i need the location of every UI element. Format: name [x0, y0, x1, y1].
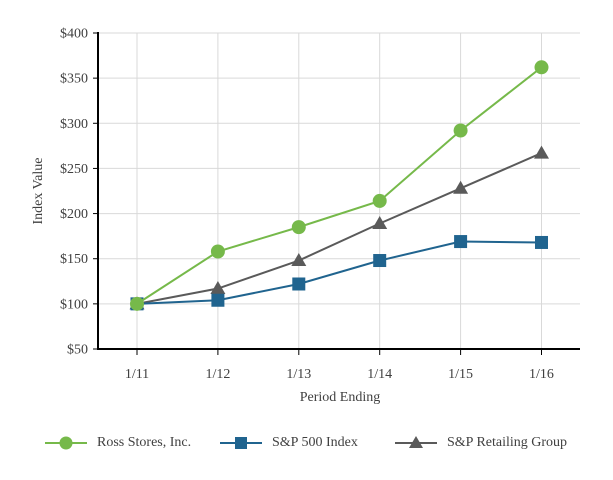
data-point-ross-stores-inc	[130, 296, 144, 311]
x-tick-label: 1/13	[286, 367, 311, 382]
series-line-s-p-500-index	[136, 240, 542, 305]
data-point-ross-stores-inc	[291, 220, 306, 235]
plot-area: $50 $100 $150 $200 $250 $300 $350 $400 1/11 1/12 1…	[60, 27, 580, 382]
legend-marker-glyph-square	[235, 437, 247, 449]
data-point-ross-stores-inc	[372, 193, 387, 208]
legend-marker-square	[220, 437, 262, 449]
series-line-ross-stores-inc	[136, 66, 543, 305]
y-tick-label: $250	[60, 162, 88, 177]
y-tick-label: $400	[60, 27, 88, 42]
x-tick-label: 1/11	[125, 367, 149, 382]
data-point-ross-stores-inc	[210, 244, 225, 259]
legend-item-ross-stores: Ross Stores, Inc.	[45, 434, 191, 452]
legend-marker-triangle	[395, 436, 437, 448]
data-point-s-p-retailing-group	[291, 253, 307, 267]
data-point-s-p-retailing-group	[453, 180, 469, 194]
data-point-ross-stores-inc	[453, 123, 468, 138]
y-tick-label: $200	[60, 207, 88, 222]
series-s-p-500-index	[130, 235, 548, 311]
x-axis-title: Period Ending	[299, 390, 381, 405]
data-point-s-p-500-index	[211, 293, 225, 307]
legend-label-ross-stores: Ross Stores, Inc.	[97, 435, 192, 450]
x-tick-label: 1/15	[448, 367, 473, 382]
series-s-p-retailing-group	[129, 145, 549, 310]
y-tick-label: $300	[60, 117, 88, 132]
data-point-s-p-500-index	[535, 235, 548, 249]
legend-item-sp500: S&P 500 Index	[220, 434, 358, 452]
y-axis-title: Index Value	[31, 157, 46, 225]
data-point-ross-stores-inc	[534, 60, 549, 75]
data-point-s-p-500-index	[373, 254, 387, 268]
data-point-s-p-retailing-group	[372, 216, 388, 230]
legend-marker-glyph-circle	[59, 436, 73, 450]
y-tick-label: $50	[67, 343, 88, 358]
data-point-s-p-retailing-group	[534, 145, 549, 159]
x-tick-label: 1/14	[367, 367, 392, 382]
series-ross-stores-inc	[130, 60, 549, 311]
data-point-s-p-500-index	[454, 235, 468, 249]
x-tick-label: 1/16	[529, 367, 554, 382]
legend-label-sp-retailing: S&P Retailing Group	[447, 435, 568, 450]
legend: Ross Stores, Inc. S&P 500 Index S&P Reta…	[0, 434, 613, 452]
x-tick-label: 1/12	[205, 367, 230, 382]
series-line-s-p-retailing-group	[136, 152, 542, 305]
legend-marker-circle	[45, 436, 87, 450]
legend-label-sp500: S&P 500 Index	[272, 435, 358, 450]
data-point-s-p-500-index	[292, 277, 306, 291]
legend-item-sp-retailing: S&P Retailing Group	[395, 434, 567, 452]
y-tick-label: $150	[60, 252, 88, 267]
y-tick-label: $350	[60, 72, 88, 87]
legend-marker-glyph-triangle	[409, 436, 423, 448]
data-point-s-p-retailing-group	[210, 281, 226, 295]
y-tick-label: $100	[60, 297, 88, 312]
